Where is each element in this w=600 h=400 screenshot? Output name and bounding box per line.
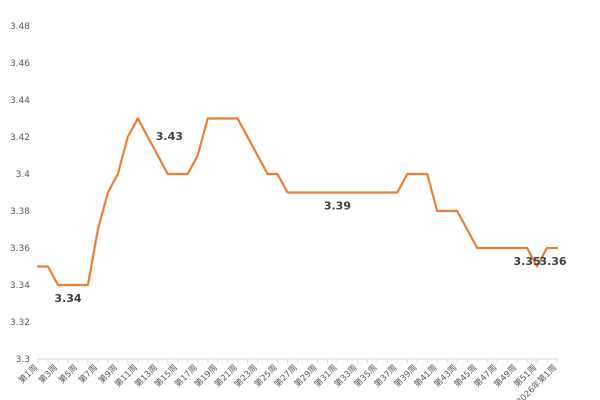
data-point (216, 117, 219, 120)
data-point (186, 173, 189, 175)
y-tick-label: 3.3 (16, 355, 30, 365)
x-tick-label: 第5周 (56, 362, 80, 386)
data-point (466, 228, 469, 231)
data-point (446, 210, 449, 212)
data-point (106, 191, 109, 194)
data-point (206, 117, 209, 120)
data-point (476, 247, 479, 249)
data-point (77, 284, 79, 286)
data-label: 3.39 (324, 200, 351, 213)
y-tick-label: 3.32 (10, 318, 30, 328)
x-tick-label: 第3周 (36, 362, 60, 386)
series-line-group (36, 117, 559, 287)
y-tick-label: 3.38 (10, 207, 30, 217)
data-point (196, 154, 199, 157)
data-point (426, 173, 429, 175)
data-point (47, 265, 49, 268)
data-point (116, 173, 119, 175)
data-point (416, 173, 419, 175)
data-point (336, 191, 339, 194)
data-point (136, 117, 139, 120)
data-point (356, 191, 359, 194)
data-point (87, 284, 89, 286)
data-point (436, 210, 439, 212)
data-point (546, 247, 548, 249)
data-point (156, 154, 159, 157)
x-axis: 第1周第3周第5周第7周第9周第11周第13周第15周第17周第19周第21周第… (16, 358, 559, 400)
data-label: 3.36 (539, 255, 566, 268)
y-tick-label: 3.34 (10, 281, 30, 291)
data-point (516, 247, 518, 249)
data-point (67, 284, 69, 286)
data-label: 3.43 (156, 130, 183, 143)
data-point (326, 191, 329, 194)
data-point (456, 210, 459, 212)
data-point (266, 173, 269, 175)
data-point (396, 191, 399, 194)
y-tick-label: 3.48 (10, 22, 30, 32)
data-point (236, 117, 239, 120)
y-tick-label: 3.4 (16, 170, 31, 180)
data-point (146, 136, 149, 138)
data-point (346, 191, 349, 194)
data-labels: 3.34 3.43 3.39 3.353.36 (54, 130, 567, 305)
data-point (256, 154, 259, 157)
data-label: 3.35 (513, 255, 540, 268)
data-point (496, 247, 499, 249)
data-point (96, 228, 99, 231)
data-point (366, 191, 369, 194)
data-point (306, 191, 309, 194)
x-tick-label: 第7周 (76, 362, 100, 386)
y-tick-label: 3.46 (10, 59, 30, 69)
data-point (246, 136, 249, 138)
data-point (536, 265, 538, 268)
data-point (57, 284, 59, 286)
y-tick-label: 3.36 (10, 244, 30, 254)
y-tick-label: 3.44 (10, 96, 30, 106)
x-tick-label: 第1周 (16, 362, 40, 386)
data-point (276, 173, 279, 175)
series-line (36, 117, 559, 287)
data-point (176, 173, 179, 175)
data-point (286, 191, 289, 194)
data-point (126, 136, 129, 138)
data-point (406, 173, 409, 175)
data-label: 3.34 (54, 292, 81, 305)
data-point (556, 247, 558, 249)
y-axis: 3.3 3.32 3.34 3.36 3.38 3.4 3.42 3.44 3.46 3.48 (10, 22, 30, 365)
data-point (526, 247, 528, 249)
data-point (166, 173, 169, 175)
data-point (316, 191, 319, 194)
data-point (226, 117, 229, 120)
data-point (376, 191, 379, 194)
data-point (506, 247, 508, 249)
data-point (386, 191, 389, 194)
data-point (37, 265, 39, 268)
data-point (296, 191, 299, 194)
data-point (486, 247, 489, 249)
y-tick-label: 3.42 (10, 133, 30, 143)
